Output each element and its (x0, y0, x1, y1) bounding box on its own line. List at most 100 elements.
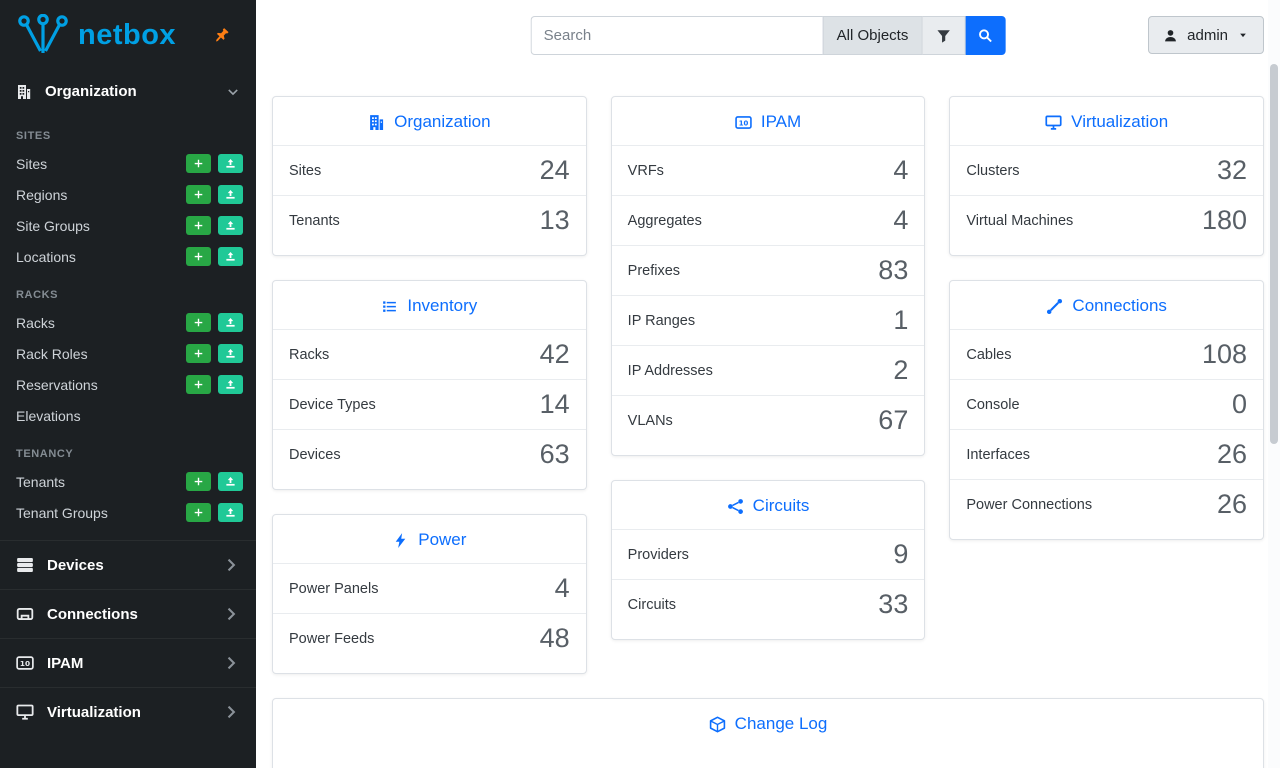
dashboard-column-1: Organization Sites 24 Tenants 13 Inventory Rac… (272, 96, 587, 698)
sidebar-item-rack-roles[interactable]: Rack Roles (0, 338, 256, 369)
stat-label[interactable]: Circuits (627, 596, 677, 613)
stat-label[interactable]: Clusters (966, 162, 1020, 179)
stat-label[interactable]: Devices (289, 446, 341, 463)
sidebar-item-locations[interactable]: Locations (0, 241, 256, 272)
sidebar-item-racks[interactable]: Racks (0, 307, 256, 338)
stat-value[interactable]: 26 (1216, 439, 1248, 469)
stat-value[interactable]: 42 (539, 339, 570, 369)
sidebar-item-reservations[interactable]: Reservations (0, 369, 256, 400)
card-title-connections[interactable]: Connections (950, 281, 1263, 329)
import-button[interactable] (218, 375, 243, 394)
item-actions (186, 375, 243, 394)
stat-row-aggregates: Aggregates 4 (611, 195, 925, 245)
stat-label[interactable]: Sites (289, 162, 322, 179)
sidebar-item-site-groups[interactable]: Site Groups (0, 210, 256, 241)
stat-value[interactable]: 1 (893, 305, 909, 335)
add-button[interactable] (186, 216, 211, 235)
import-button[interactable] (218, 185, 243, 204)
import-button[interactable] (218, 154, 243, 173)
stat-label[interactable]: Providers (627, 546, 689, 563)
sidebar-item-ipam[interactable]: 10 IPAM (0, 638, 256, 687)
stat-label[interactable]: Power Connections (966, 496, 1093, 513)
sidebar-item-organization[interactable]: Organization (0, 70, 256, 113)
stat-label[interactable]: Aggregates (627, 212, 702, 229)
scrollbar[interactable] (1268, 0, 1280, 768)
filter-icon (935, 28, 951, 44)
card-title-ipam[interactable]: 10 IPAM (612, 97, 925, 145)
stat-value[interactable]: 24 (539, 155, 570, 185)
import-button[interactable] (218, 247, 243, 266)
sidebar-item-connections[interactable]: Connections (0, 589, 256, 638)
import-button[interactable] (218, 344, 243, 363)
stat-value[interactable]: 2 (893, 355, 909, 385)
card-title-virtualization[interactable]: Virtualization (950, 97, 1263, 145)
add-button[interactable] (186, 185, 211, 204)
stat-value[interactable]: 180 (1201, 205, 1248, 235)
sidebar-item-label: Locations (16, 248, 76, 265)
add-button[interactable] (186, 247, 211, 266)
stat-value[interactable]: 9 (893, 539, 909, 569)
stat-value[interactable]: 83 (878, 255, 909, 285)
stat-label[interactable]: Power Panels (289, 580, 379, 597)
stat-label[interactable]: Interfaces (966, 446, 1031, 463)
stat-label[interactable]: VLANs (627, 412, 673, 429)
stat-value[interactable]: 67 (878, 405, 909, 435)
add-button[interactable] (186, 313, 211, 332)
pin-icon[interactable] (213, 27, 230, 44)
sidebar-item-tenants[interactable]: Tenants (0, 466, 256, 497)
stat-value[interactable]: 63 (539, 439, 570, 469)
sidebar-item-virtualization[interactable]: Virtualization (0, 687, 256, 736)
import-button[interactable] (218, 216, 243, 235)
import-button[interactable] (218, 503, 243, 522)
stat-label[interactable]: Tenants (289, 212, 340, 229)
stat-value[interactable]: 33 (878, 589, 909, 619)
stat-value[interactable]: 13 (539, 205, 570, 235)
sidebar-item-regions[interactable]: Regions (0, 179, 256, 210)
stat-label[interactable]: Prefixes (627, 262, 681, 279)
stat-label[interactable]: Virtual Machines (966, 212, 1074, 229)
netbox-logo-icon[interactable] (16, 14, 70, 56)
stat-row-tenants: Tenants 13 (273, 195, 586, 245)
import-button[interactable] (218, 472, 243, 491)
stat-label[interactable]: IP Ranges (627, 312, 696, 329)
card-title-power[interactable]: Power (273, 515, 586, 563)
sidebar-item-devices[interactable]: Devices (0, 540, 256, 589)
change-log-title[interactable]: Change Log (273, 699, 1263, 747)
stat-value[interactable]: 14 (539, 389, 570, 419)
stat-value[interactable]: 108 (1201, 339, 1248, 369)
stat-label[interactable]: Console (966, 396, 1020, 413)
card-title-circuits[interactable]: Circuits (612, 481, 925, 529)
sidebar-item-sites[interactable]: Sites (0, 148, 256, 179)
netbox-logo-text[interactable]: netbox (78, 18, 177, 51)
card-title-organization[interactable]: Organization (273, 97, 586, 145)
add-button[interactable] (186, 154, 211, 173)
stat-value[interactable]: 48 (539, 623, 570, 653)
stat-value[interactable]: 0 (1231, 389, 1248, 419)
stat-value[interactable]: 26 (1216, 489, 1248, 519)
card-title-text: Circuits (752, 496, 810, 515)
stat-value[interactable]: 4 (893, 205, 909, 235)
filter-button[interactable] (922, 16, 966, 55)
sidebar-item-tenant-groups[interactable]: Tenant Groups (0, 497, 256, 528)
add-button[interactable] (186, 503, 211, 522)
stat-value[interactable]: 4 (554, 573, 570, 603)
stat-label[interactable]: Power Feeds (289, 630, 375, 647)
stat-value[interactable]: 4 (893, 155, 909, 185)
card-title-inventory[interactable]: Inventory (273, 281, 586, 329)
add-button[interactable] (186, 344, 211, 363)
add-button[interactable] (186, 472, 211, 491)
stat-label[interactable]: VRFs (627, 162, 664, 179)
search-input[interactable] (530, 16, 823, 55)
sidebar-item-elevations[interactable]: Elevations (0, 400, 256, 431)
stat-label[interactable]: Cables (966, 346, 1012, 363)
user-menu-button[interactable]: admin (1148, 16, 1264, 54)
stat-label[interactable]: Device Types (289, 396, 376, 413)
import-button[interactable] (218, 313, 243, 332)
stat-value[interactable]: 32 (1216, 155, 1248, 185)
stat-label[interactable]: IP Addresses (627, 362, 713, 379)
scrollbar-thumb[interactable] (1270, 64, 1278, 444)
object-type-dropdown[interactable]: All Objects (822, 16, 923, 55)
stat-label[interactable]: Racks (289, 346, 330, 363)
add-button[interactable] (186, 375, 211, 394)
search-submit-button[interactable] (965, 16, 1006, 55)
